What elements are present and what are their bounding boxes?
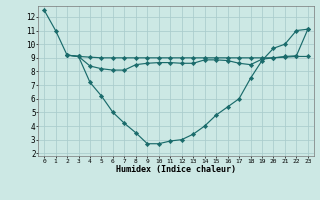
X-axis label: Humidex (Indice chaleur): Humidex (Indice chaleur) bbox=[116, 165, 236, 174]
